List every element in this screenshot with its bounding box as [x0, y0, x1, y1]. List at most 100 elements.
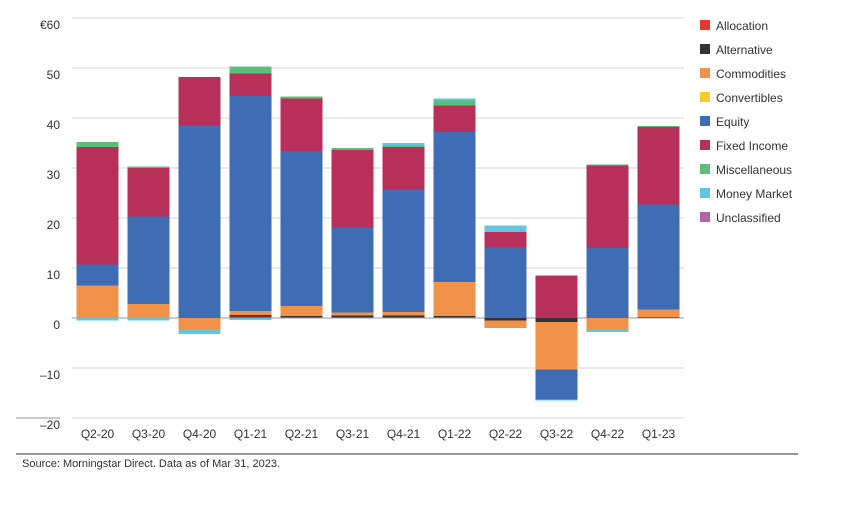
x-tick-label: Q4-20	[183, 427, 217, 441]
bar-segment-commodities	[280, 306, 323, 316]
x-tick-label: Q2-22	[489, 427, 523, 441]
bar-segment-fixed-income	[637, 127, 680, 205]
x-tick-label: Q3-22	[540, 427, 574, 441]
x-tick-label: Q3-21	[336, 427, 370, 441]
legend-swatch	[700, 68, 710, 78]
bar-segment-alternative	[280, 316, 323, 317]
bar-segment-fixed-income	[331, 150, 374, 228]
bar-segment-miscellaneous	[76, 142, 119, 147]
bar-segment-miscellaneous	[127, 166, 170, 168]
legend-label: Fixed Income	[716, 139, 788, 153]
x-tick-label: Q4-22	[591, 427, 625, 441]
bar-segment-alternative	[535, 318, 578, 322]
y-tick-label: 20	[47, 218, 61, 232]
bar-segment-equity	[127, 216, 170, 304]
bar-segment-fixed-income	[484, 232, 527, 248]
bar-segment-money-market	[382, 143, 425, 146]
bar-segment-money-market	[535, 399, 578, 401]
bar-segment-miscellaneous	[586, 164, 629, 166]
y-tick-label: 40	[47, 118, 61, 132]
bar-segment-money-market	[484, 225, 527, 232]
bar-segment-allocation	[484, 317, 527, 318]
x-tick-label: Q2-21	[285, 427, 319, 441]
bar-segment-money-market	[433, 98, 476, 101]
x-tick-label: Q1-23	[642, 427, 676, 441]
x-tick-label: Q4-21	[387, 427, 421, 441]
bar-segment-miscellaneous	[433, 100, 476, 106]
x-tick-label: Q2-20	[81, 427, 115, 441]
bar-segment-commodities	[586, 318, 629, 330]
legend-swatch	[700, 164, 710, 174]
legend-label: Unclassified	[716, 211, 781, 225]
bar-segment-allocation	[229, 316, 272, 318]
legend-label: Convertibles	[716, 91, 783, 105]
y-tick-label: 30	[47, 168, 61, 182]
legend-swatch	[700, 116, 710, 126]
x-axis-ticks: Q2-20 Q3-20 Q4-20 Q1-21 Q2-21 Q3-21 Q4-21 Q1-22…	[81, 427, 676, 441]
x-tick-label: Q1-22	[438, 427, 472, 441]
bar-segment-fixed-income	[433, 105, 476, 132]
legend-label: Equity	[716, 115, 749, 129]
bar-segment-equity	[382, 189, 425, 312]
bar-segment-fixed-income	[178, 77, 221, 126]
bar-segment-commodities	[484, 320, 527, 328]
source-note: Source: Morningstar Direct. Data as of M…	[22, 458, 281, 470]
legend-label: Money Market	[716, 187, 793, 201]
y-tick-label: €60	[40, 18, 60, 32]
y-tick-label: 50	[47, 68, 61, 82]
bar-segment-equity	[178, 125, 221, 318]
bar-segment-money-market	[229, 318, 272, 320]
y-axis-ticks: €60 50 40 30 20 10 0 –10 –20	[40, 18, 60, 432]
bar-segment-commodities	[535, 322, 578, 370]
legend-label: Miscellaneous	[716, 163, 792, 177]
bar-segment-alternative	[229, 315, 272, 317]
bar-segment-fixed-income	[127, 168, 170, 217]
bar-segment-allocation	[637, 317, 680, 318]
y-tick-label: –10	[40, 368, 60, 382]
y-tick-label: 10	[47, 268, 61, 282]
bar-segment-alternative	[331, 315, 374, 317]
bar-segment-commodities	[127, 304, 170, 318]
bar-segment-equity	[280, 151, 323, 306]
bars	[76, 66, 680, 401]
bar-segment-commodities	[637, 309, 680, 317]
bar-segment-miscellaneous	[382, 145, 425, 147]
bar-segment-equity	[586, 248, 629, 318]
bar-segment-allocation	[433, 317, 476, 318]
bar-segment-fixed-income	[382, 147, 425, 190]
bar-segment-money-market	[127, 318, 170, 321]
bar-segment-fixed-income	[280, 98, 323, 151]
bar-segment-alternative	[382, 315, 425, 317]
bar-segment-equity	[637, 204, 680, 310]
y-tick-label: 0	[53, 318, 60, 332]
bar-segment-commodities	[433, 282, 476, 316]
bar-segment-miscellaneous	[637, 126, 680, 127]
bar-segment-alternative	[433, 316, 476, 317]
legend-swatch	[700, 20, 710, 30]
bar-segment-miscellaneous	[229, 66, 272, 74]
bar-segment-allocation	[280, 317, 323, 318]
bar-segment-miscellaneous	[331, 148, 374, 150]
bar-segment-equity	[229, 96, 272, 311]
legend-swatch	[700, 44, 710, 54]
bar-segment-equity	[484, 247, 527, 318]
bar-segment-commodities	[331, 312, 374, 316]
bar-segment-commodities	[178, 318, 221, 329]
legend-swatch	[700, 140, 710, 150]
bar-segment-equity	[331, 227, 374, 313]
y-tick-label: –20	[40, 418, 60, 432]
bar-segment-money-market	[76, 318, 119, 321]
bar-segment-allocation	[331, 317, 374, 318]
bar-segment-commodities	[76, 285, 119, 318]
bar-segment-commodities	[382, 312, 425, 316]
bar-segment-fixed-income	[586, 165, 629, 248]
bar-segment-money-market	[178, 329, 221, 334]
legend-swatch	[700, 212, 710, 222]
bar-segment-equity	[433, 132, 476, 282]
grid-lines	[16, 17, 684, 419]
bar-segment-equity	[535, 369, 578, 400]
legend-label: Commodities	[716, 67, 786, 81]
legend-swatch	[700, 188, 710, 198]
bar-segment-equity	[76, 264, 119, 286]
